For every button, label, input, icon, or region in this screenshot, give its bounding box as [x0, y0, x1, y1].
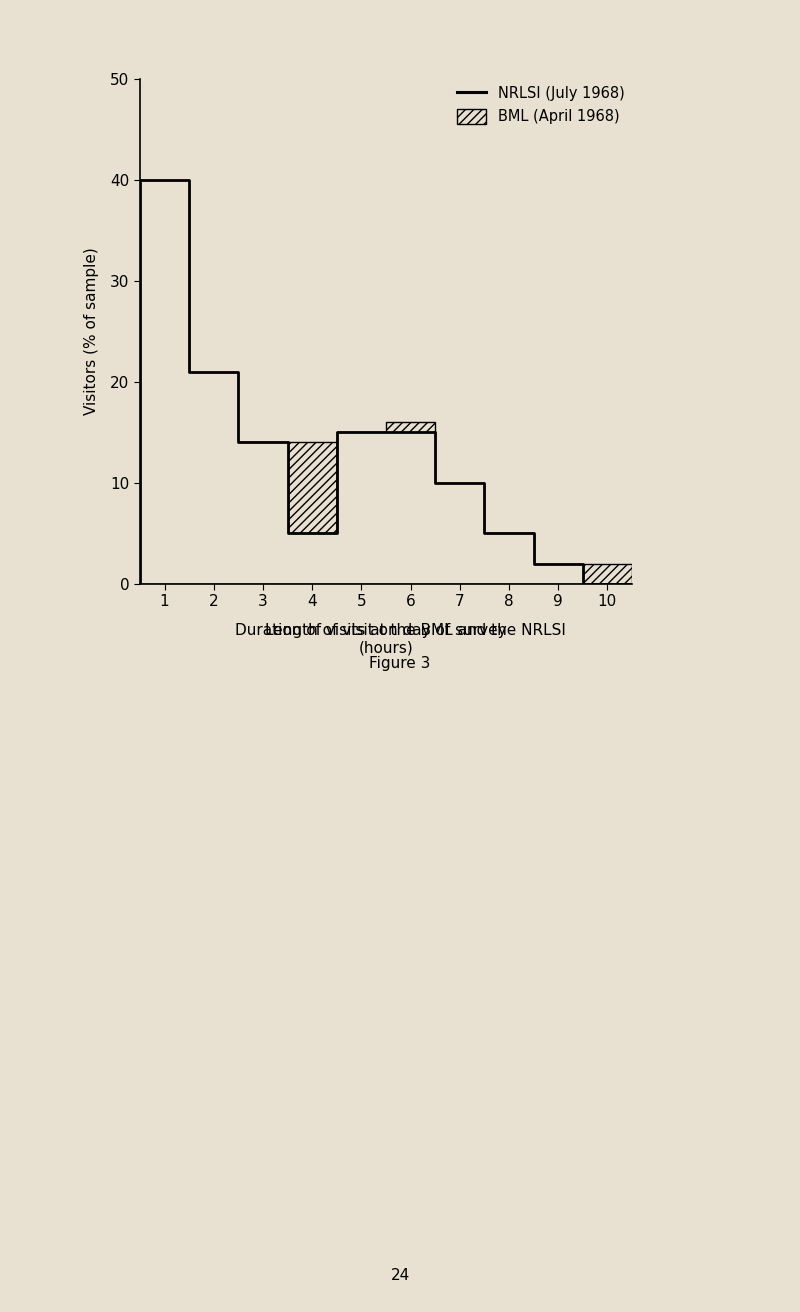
X-axis label: Length of visit on day of survey
(hours): Length of visit on day of survey (hours) [265, 623, 507, 656]
Text: Duration of visits at the BML and the NRLSI: Duration of visits at the BML and the NR… [234, 623, 566, 638]
Bar [337, 432, 386, 584]
Bar [534, 564, 583, 584]
Y-axis label: Visitors (% of sample): Visitors (% of sample) [84, 248, 99, 415]
Bar [140, 533, 189, 584]
Bar [386, 422, 435, 584]
Legend: NRLSI (July 1968), BML (April 1968): NRLSI (July 1968), BML (April 1968) [457, 87, 625, 125]
Bar [435, 483, 485, 584]
Polygon shape [140, 180, 632, 584]
Bar [190, 483, 238, 584]
Bar [485, 533, 534, 584]
Text: 24: 24 [390, 1269, 410, 1283]
Bar [583, 564, 632, 584]
Bar [288, 442, 337, 584]
Polygon shape [140, 180, 632, 584]
Bar [238, 442, 288, 584]
Text: Figure 3: Figure 3 [370, 656, 430, 670]
